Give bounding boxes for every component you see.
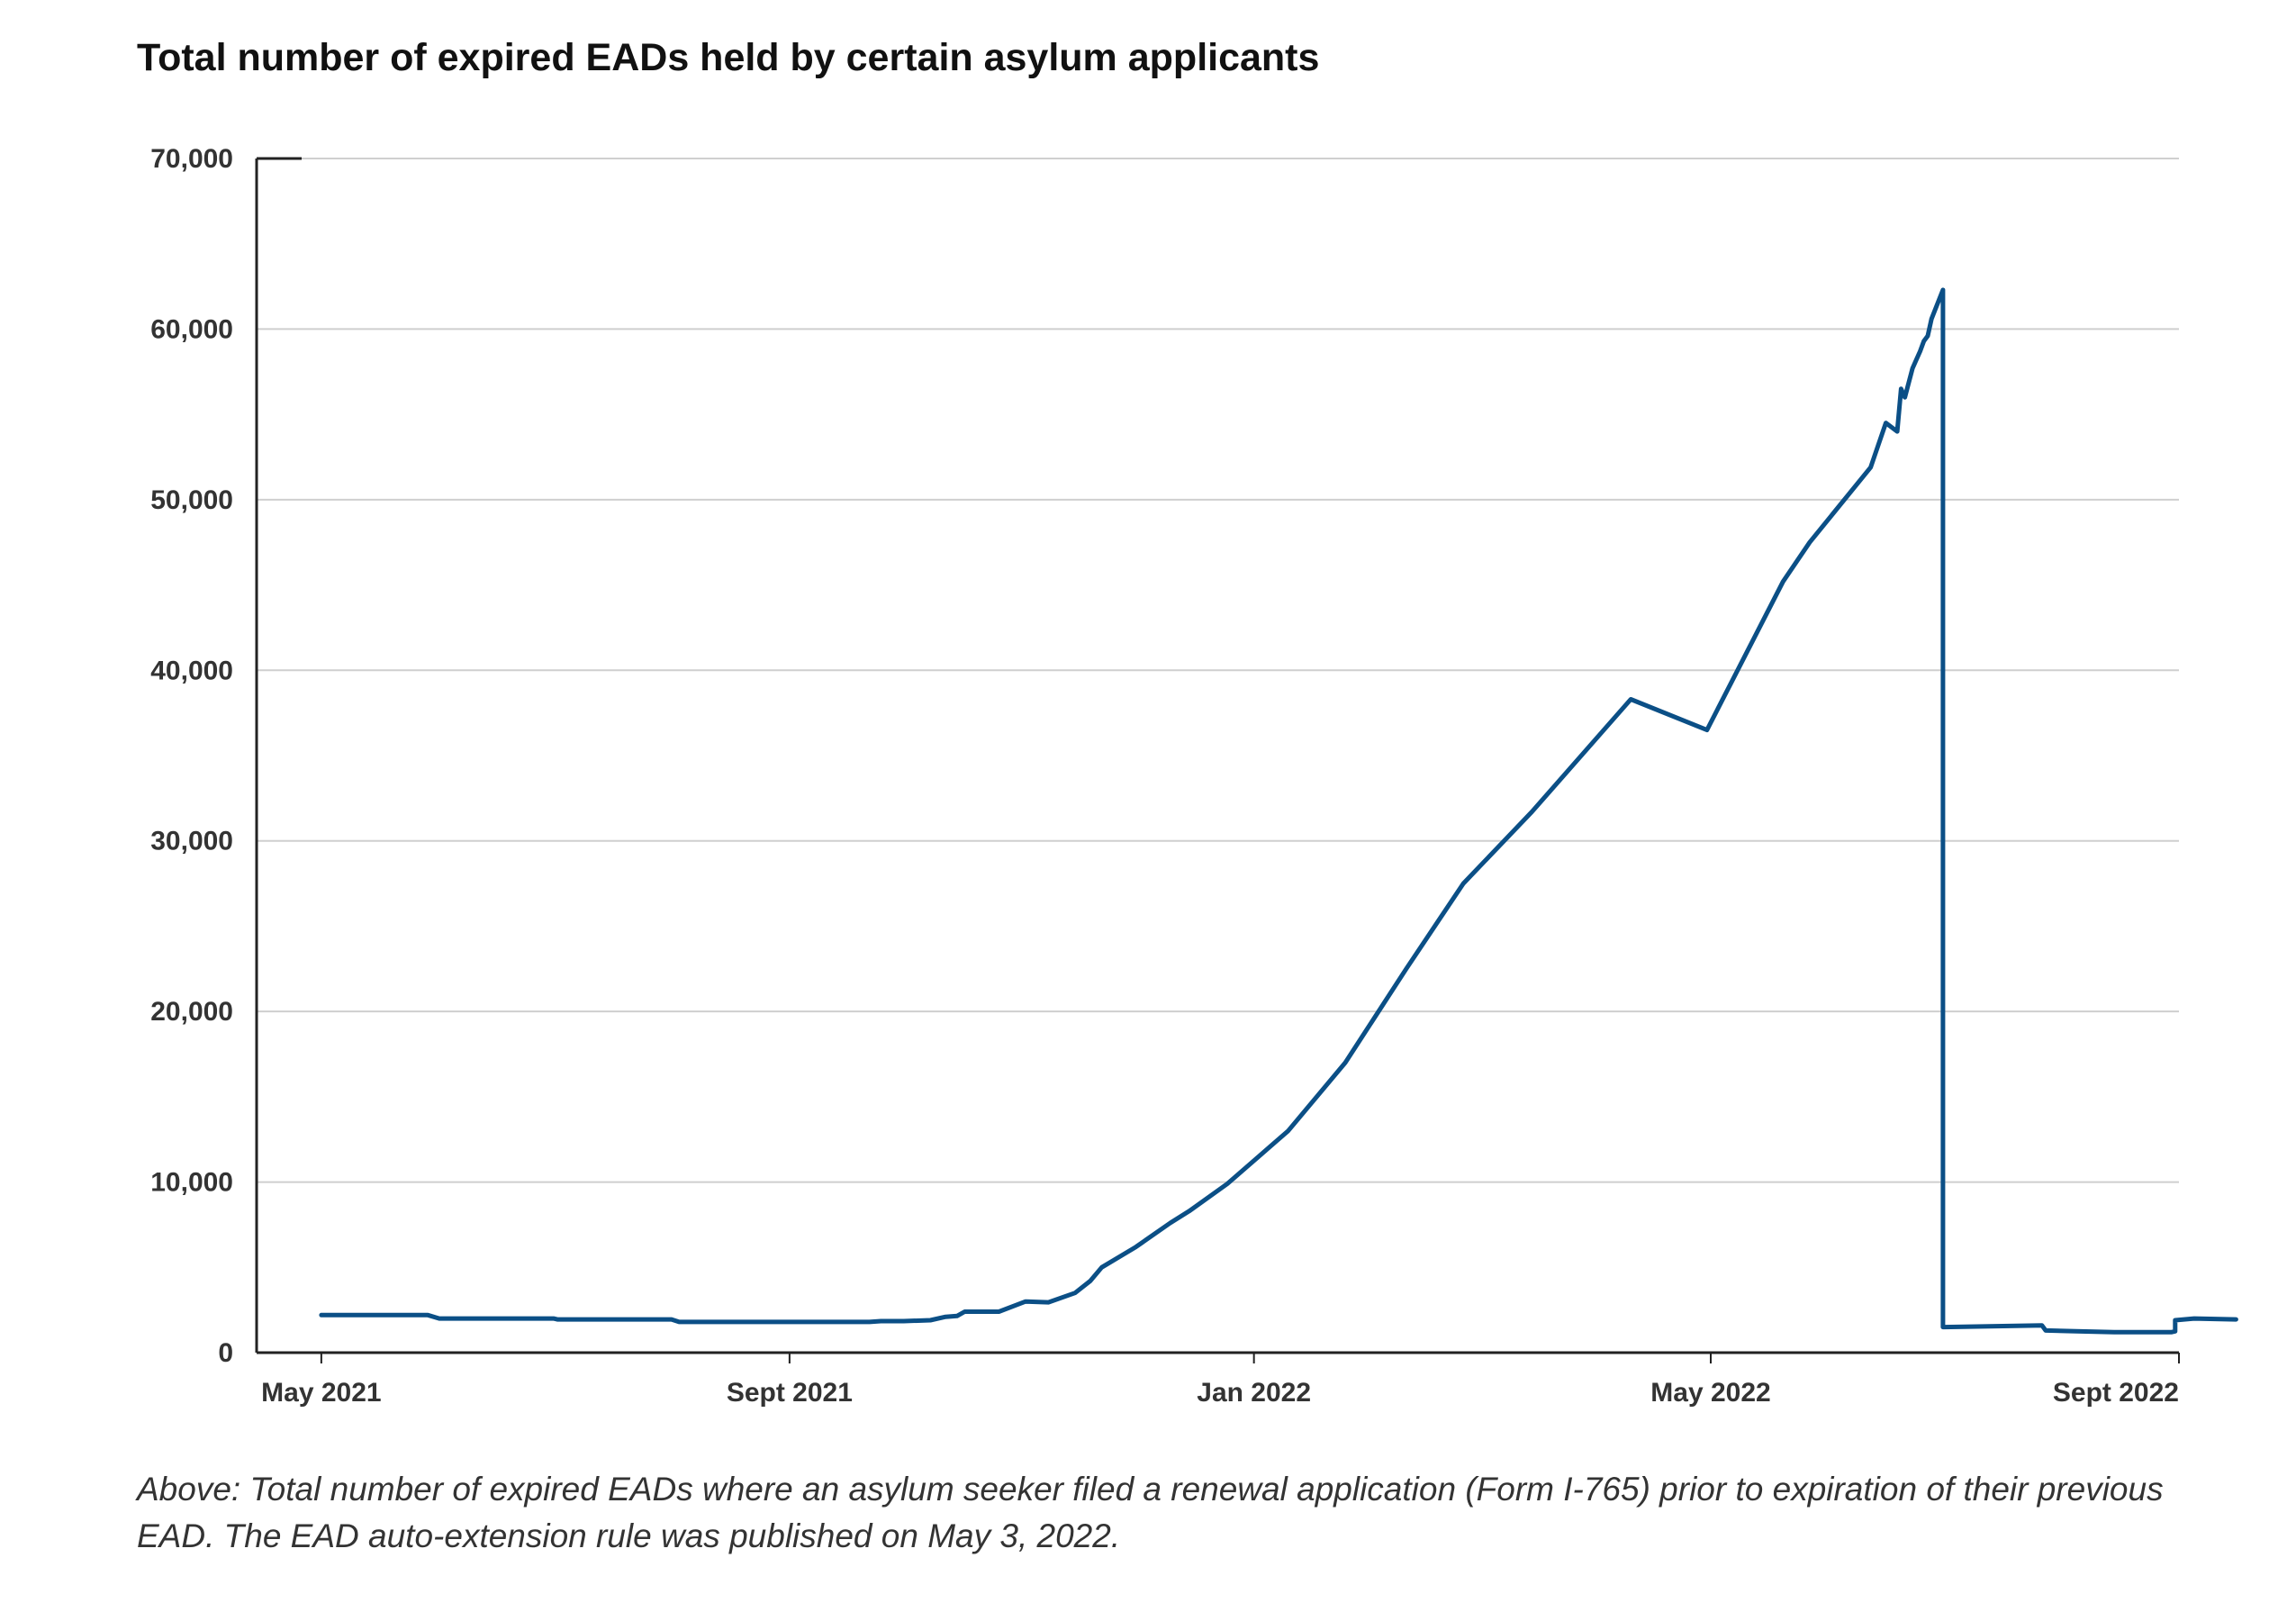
line-chart: 0 10,000 20,000 30,000 40,000 50,000 60,000 70,… bbox=[150, 144, 2238, 1408]
y-tick-label: 50,000 bbox=[150, 485, 233, 515]
y-tick-label: 70,000 bbox=[150, 144, 233, 174]
chart-title: Total number of expired EADs held by cer… bbox=[137, 36, 1320, 79]
x-tick-label: Jan 2022 bbox=[1197, 1378, 1311, 1408]
series-line bbox=[319, 287, 2238, 1335]
y-tick-label: 0 bbox=[218, 1338, 233, 1368]
y-axis-tick-labels: 0 10,000 20,000 30,000 40,000 50,000 60,000 70,… bbox=[150, 144, 233, 1368]
series-layer bbox=[319, 287, 2238, 1335]
y-tick-label: 20,000 bbox=[150, 997, 233, 1027]
x-tick-label: May 2021 bbox=[261, 1378, 381, 1408]
x-tick-label: Sept 2021 bbox=[727, 1378, 853, 1408]
y-tick-label: 10,000 bbox=[150, 1168, 233, 1198]
x-tick-label: Sept 2022 bbox=[2053, 1378, 2179, 1408]
chart-caption: Above: Total number of expired EADs wher… bbox=[137, 1471, 2164, 1554]
x-axis-tick-labels: May 2021 Sept 2021 Jan 2022 May 2022 Sept 20… bbox=[261, 1378, 2179, 1408]
y-tick-label: 30,000 bbox=[150, 827, 233, 856]
axes bbox=[255, 157, 2180, 1363]
y-tick-label: 60,000 bbox=[150, 314, 233, 344]
x-tick-label: May 2022 bbox=[1650, 1378, 1770, 1408]
gridlines bbox=[257, 158, 2179, 1183]
y-tick-label: 40,000 bbox=[150, 656, 233, 685]
